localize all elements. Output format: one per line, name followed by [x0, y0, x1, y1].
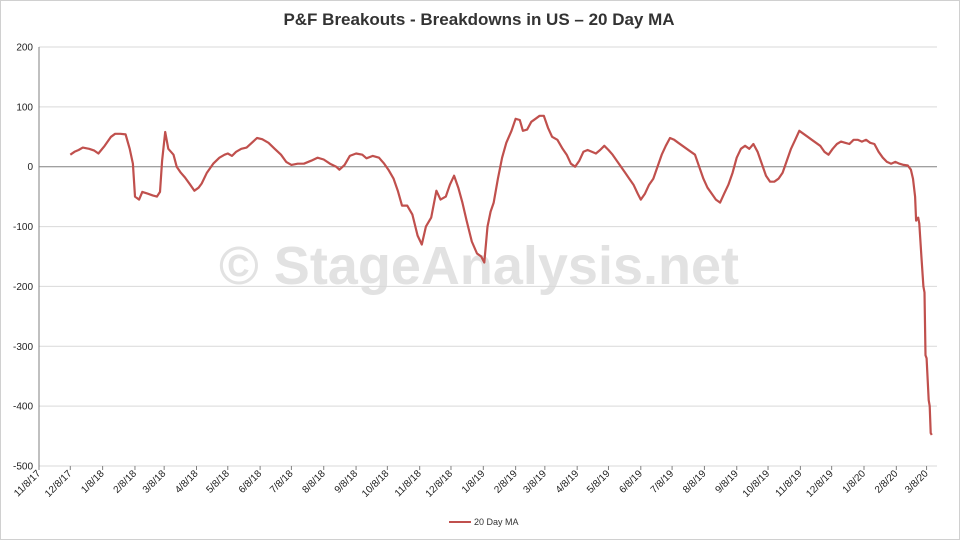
x-axis: 11/8/17 12/8/17 1/8/18 2/8/18 3/8/18 4/8/18 5/…	[12, 466, 931, 500]
x-tick-label: 4/8/18	[173, 468, 201, 496]
x-tick-label: 7/8/18	[268, 468, 296, 496]
y-tick-label: -500	[13, 462, 33, 473]
y-tick-label: -300	[13, 342, 33, 353]
y-tick-label: 200	[16, 43, 33, 54]
x-tick-label: 11/8/17	[12, 468, 43, 499]
y-tick-label: -200	[13, 282, 33, 293]
x-tick-label: 6/8/19	[617, 468, 645, 496]
x-tick-label: 2/8/19	[492, 468, 520, 496]
x-tick-label: 5/8/18	[204, 468, 232, 496]
gridlines	[38, 46, 937, 467]
x-tick-label: 12/8/17	[43, 468, 75, 500]
x-tick-label: 3/8/20	[903, 468, 931, 496]
x-tick-label: 10/8/18	[360, 468, 392, 500]
x-tick-label: 3/8/19	[522, 468, 550, 496]
x-tick-label: 11/8/18	[393, 468, 424, 499]
legend: 20 Day MA	[449, 517, 519, 527]
x-tick-label: 12/8/19	[804, 468, 836, 500]
y-tick-label: 0	[27, 162, 33, 173]
x-tick-label: 3/8/18	[141, 468, 169, 496]
x-tick-label: 1/8/19	[460, 468, 488, 496]
chart-title: P&F Breakouts - Breakdowns in US – 20 Da…	[283, 10, 674, 29]
x-tick-label: 9/8/19	[713, 468, 741, 496]
x-tick-label: 4/8/19	[554, 468, 582, 496]
x-tick-label: 11/8/19	[774, 468, 805, 499]
x-tick-label: 8/8/19	[681, 468, 709, 496]
x-tick-label: 8/8/18	[300, 468, 328, 496]
x-tick-label: 7/8/19	[649, 468, 677, 496]
y-axis-ticks: 200 100 0 -100 -200 -300 -400 -500	[13, 43, 33, 473]
x-tick-label: 2/8/18	[112, 468, 140, 496]
x-tick-label: 2/8/20	[873, 468, 901, 496]
y-tick-label: -100	[13, 222, 33, 233]
watermark-text: © StageAnalysis.net	[219, 236, 739, 296]
y-tick-label: -400	[13, 402, 33, 413]
x-tick-label: 5/8/19	[585, 468, 613, 496]
x-tick-label: 10/8/19	[741, 468, 773, 500]
x-tick-label: 12/8/18	[424, 468, 456, 500]
x-tick-label: 6/8/18	[237, 468, 265, 496]
legend-label: 20 Day MA	[474, 517, 519, 527]
x-tick-label: 9/8/18	[333, 468, 361, 496]
series-line-20-day-ma	[69, 114, 933, 436]
x-tick-label: 1/8/20	[841, 468, 869, 496]
y-tick-label: 100	[16, 102, 33, 113]
x-tick-label: 1/8/18	[79, 468, 107, 496]
